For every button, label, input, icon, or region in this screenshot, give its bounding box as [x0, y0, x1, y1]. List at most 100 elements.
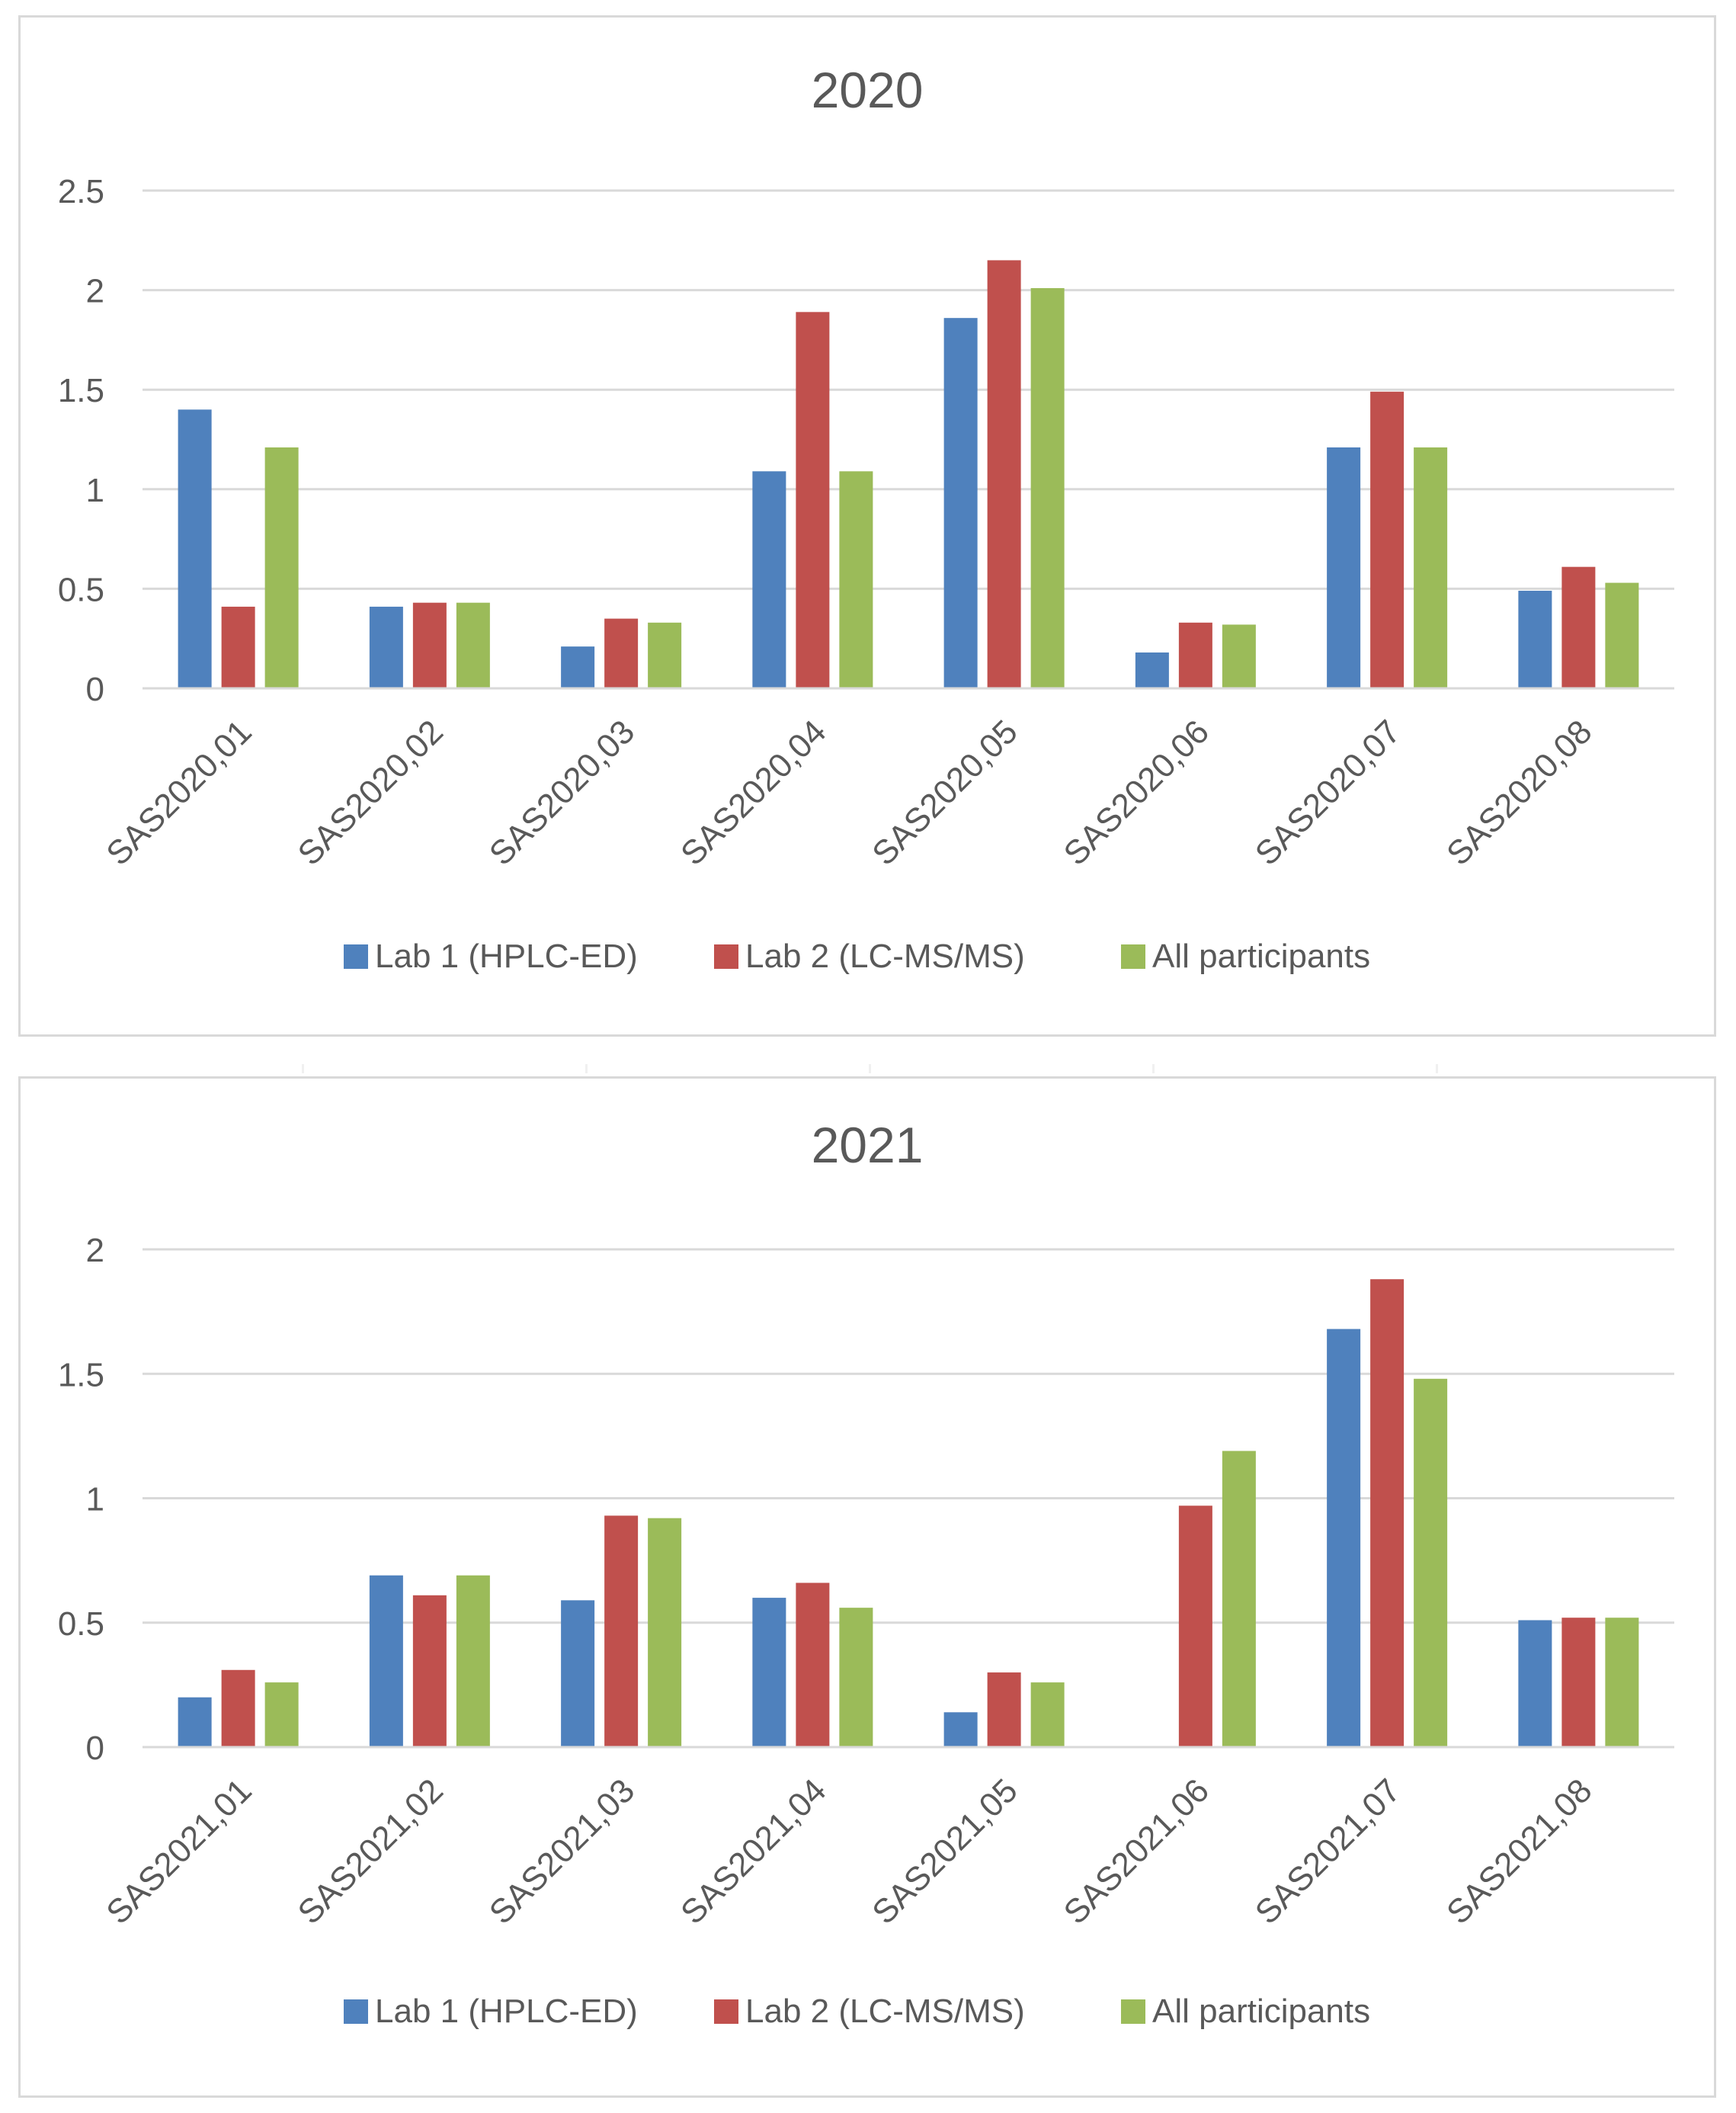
x-tick-label: SAS2021,04 [674, 1772, 833, 1931]
bar-lab-1-hplc-ed-4 [752, 471, 786, 688]
x-tick-label: SAS2021,02 [291, 1772, 450, 1931]
y-tick-label: 2 [86, 1232, 104, 1269]
legend-label: Lab 1 (HPLC-ED) [375, 938, 638, 975]
legend-item-1: Lab 1 (HPLC-ED) [344, 1993, 638, 2030]
bar-lab-2-lc-ms-ms-6 [1178, 622, 1212, 688]
x-tick-label: SAS2021,05 [865, 1772, 1024, 1931]
bar-all-participants-3 [648, 1518, 682, 1747]
bar-lab-1-hplc-ed-4 [752, 1598, 786, 1747]
bar-lab-1-hplc-ed-2 [369, 1575, 403, 1747]
bar-lab-1-hplc-ed-7 [1327, 1329, 1361, 1747]
chart-panel-2020: 2020 0 0.5 1 1.5 2 2.5 SAS2020,01 SAS2020,02 SAS2… [18, 15, 1716, 1037]
y-tick-label: 1 [86, 472, 104, 509]
bar-all-participants-6 [1222, 1451, 1256, 1747]
legend-item-1: Lab 1 (HPLC-ED) [344, 938, 638, 975]
bar-all-participants-4 [839, 471, 873, 688]
y-tick-label: 1.5 [58, 372, 104, 409]
bar-all-participants-2 [456, 602, 490, 688]
y-tick-label: 1 [86, 1481, 104, 1518]
bar-lab-2-lc-ms-ms-1 [221, 606, 255, 688]
legend-label: All participants [1152, 1993, 1370, 2030]
y-tick-label: 2 [86, 273, 104, 310]
divider-mark [1436, 1064, 1438, 1073]
bar-lab-2-lc-ms-ms-7 [1370, 391, 1404, 688]
bar-lab-2-lc-ms-ms-8 [1561, 566, 1596, 688]
bar-all-participants-2 [456, 1575, 490, 1747]
bar-lab-1-hplc-ed-6 [1135, 652, 1169, 688]
x-tick-label: SAS2020,03 [482, 713, 642, 872]
bar-all-participants-1 [264, 447, 299, 688]
bar-lab-1-hplc-ed-1 [178, 409, 212, 688]
x-tick-label: SAS2021,06 [1057, 1772, 1216, 1931]
legend-item-3: All participants [1121, 1993, 1370, 2030]
legend-swatch [344, 944, 368, 969]
x-tick-label: SAS2021,01 [99, 1772, 258, 1931]
x-tick-label: SAS2020,04 [674, 713, 833, 872]
bar-lab-2-lc-ms-ms-6 [1178, 1505, 1212, 1747]
x-tick-label: SAS2020,08 [1440, 713, 1599, 872]
bar-all-participants-5 [1030, 1682, 1065, 1747]
legend-label: Lab 2 (LC-MS/MS) [745, 938, 1025, 975]
y-tick-label: 0.5 [58, 1605, 104, 1643]
bar-all-participants-6 [1222, 624, 1256, 688]
y-tick-label: 0 [86, 671, 104, 708]
divider-mark [585, 1064, 588, 1073]
bar-lab-2-lc-ms-ms-4 [796, 1582, 830, 1747]
chart-panel-2021: 2021 0 0.5 1 1.5 2 SAS2021,01 SAS2021,02 SAS2021… [18, 1076, 1716, 2098]
legend-swatch [1121, 944, 1145, 969]
legend-label: Lab 1 (HPLC-ED) [375, 1993, 638, 2030]
legend-label: All participants [1152, 938, 1370, 975]
x-tick-label: SAS2020,07 [1248, 713, 1408, 872]
bar-all-participants-5 [1030, 287, 1065, 688]
bar-lab-2-lc-ms-ms-3 [604, 1515, 639, 1747]
divider-mark [302, 1064, 304, 1073]
bar-all-participants-8 [1605, 1618, 1639, 1747]
x-tick-label: SAS2020,02 [291, 713, 450, 872]
legend-swatch [714, 1999, 738, 2024]
bar-lab-1-hplc-ed-7 [1327, 447, 1361, 688]
legend-item-2: Lab 2 (LC-MS/MS) [714, 1993, 1025, 2030]
bar-all-participants-1 [264, 1682, 299, 1747]
bar-lab-1-hplc-ed-8 [1518, 591, 1552, 688]
legend-swatch [714, 944, 738, 969]
bar-lab-2-lc-ms-ms-8 [1561, 1618, 1596, 1747]
bar-lab-1-hplc-ed-1 [178, 1697, 212, 1747]
bar-lab-2-lc-ms-ms-7 [1370, 1279, 1404, 1747]
bar-lab-2-lc-ms-ms-3 [604, 618, 639, 688]
x-tick-label: SAS2021,07 [1248, 1772, 1408, 1931]
bar-lab-2-lc-ms-ms-5 [987, 1672, 1021, 1747]
bar-lab-2-lc-ms-ms-2 [412, 602, 447, 688]
legend-label: Lab 2 (LC-MS/MS) [745, 1993, 1025, 2030]
bar-all-participants-3 [648, 622, 682, 688]
bar-all-participants-8 [1605, 582, 1639, 688]
bar-lab-1-hplc-ed-5 [943, 318, 978, 688]
chart-title: 2020 [812, 62, 924, 118]
divider-mark [869, 1064, 871, 1073]
x-tick-label: SAS2020,05 [865, 713, 1024, 872]
bar-lab-2-lc-ms-ms-1 [221, 1669, 255, 1747]
legend-swatch [344, 1999, 368, 2024]
bar-all-participants-7 [1414, 1378, 1448, 1747]
x-tick-label: SAS2020,06 [1057, 713, 1216, 872]
bar-lab-1-hplc-ed-5 [943, 1712, 978, 1747]
y-tick-label: 0 [86, 1730, 104, 1767]
bar-lab-2-lc-ms-ms-2 [412, 1595, 447, 1747]
y-tick-label: 2.5 [58, 173, 104, 210]
y-tick-label: 0.5 [58, 571, 104, 608]
x-tick-label: SAS2021,03 [482, 1772, 642, 1931]
legend-swatch [1121, 1999, 1145, 2024]
bar-all-participants-4 [839, 1608, 873, 1747]
bar-lab-1-hplc-ed-3 [561, 646, 595, 688]
bar-lab-1-hplc-ed-2 [369, 606, 403, 688]
divider-mark [1152, 1064, 1155, 1073]
chart-title: 2021 [812, 1117, 924, 1173]
x-tick-label: SAS2021,08 [1440, 1772, 1599, 1931]
legend-item-2: Lab 2 (LC-MS/MS) [714, 938, 1025, 975]
bar-all-participants-7 [1414, 447, 1448, 688]
bar-lab-1-hplc-ed-3 [561, 1600, 595, 1747]
y-tick-label: 1.5 [58, 1356, 104, 1393]
x-tick-label: SAS2020,01 [99, 713, 258, 872]
bar-lab-2-lc-ms-ms-5 [987, 260, 1021, 688]
